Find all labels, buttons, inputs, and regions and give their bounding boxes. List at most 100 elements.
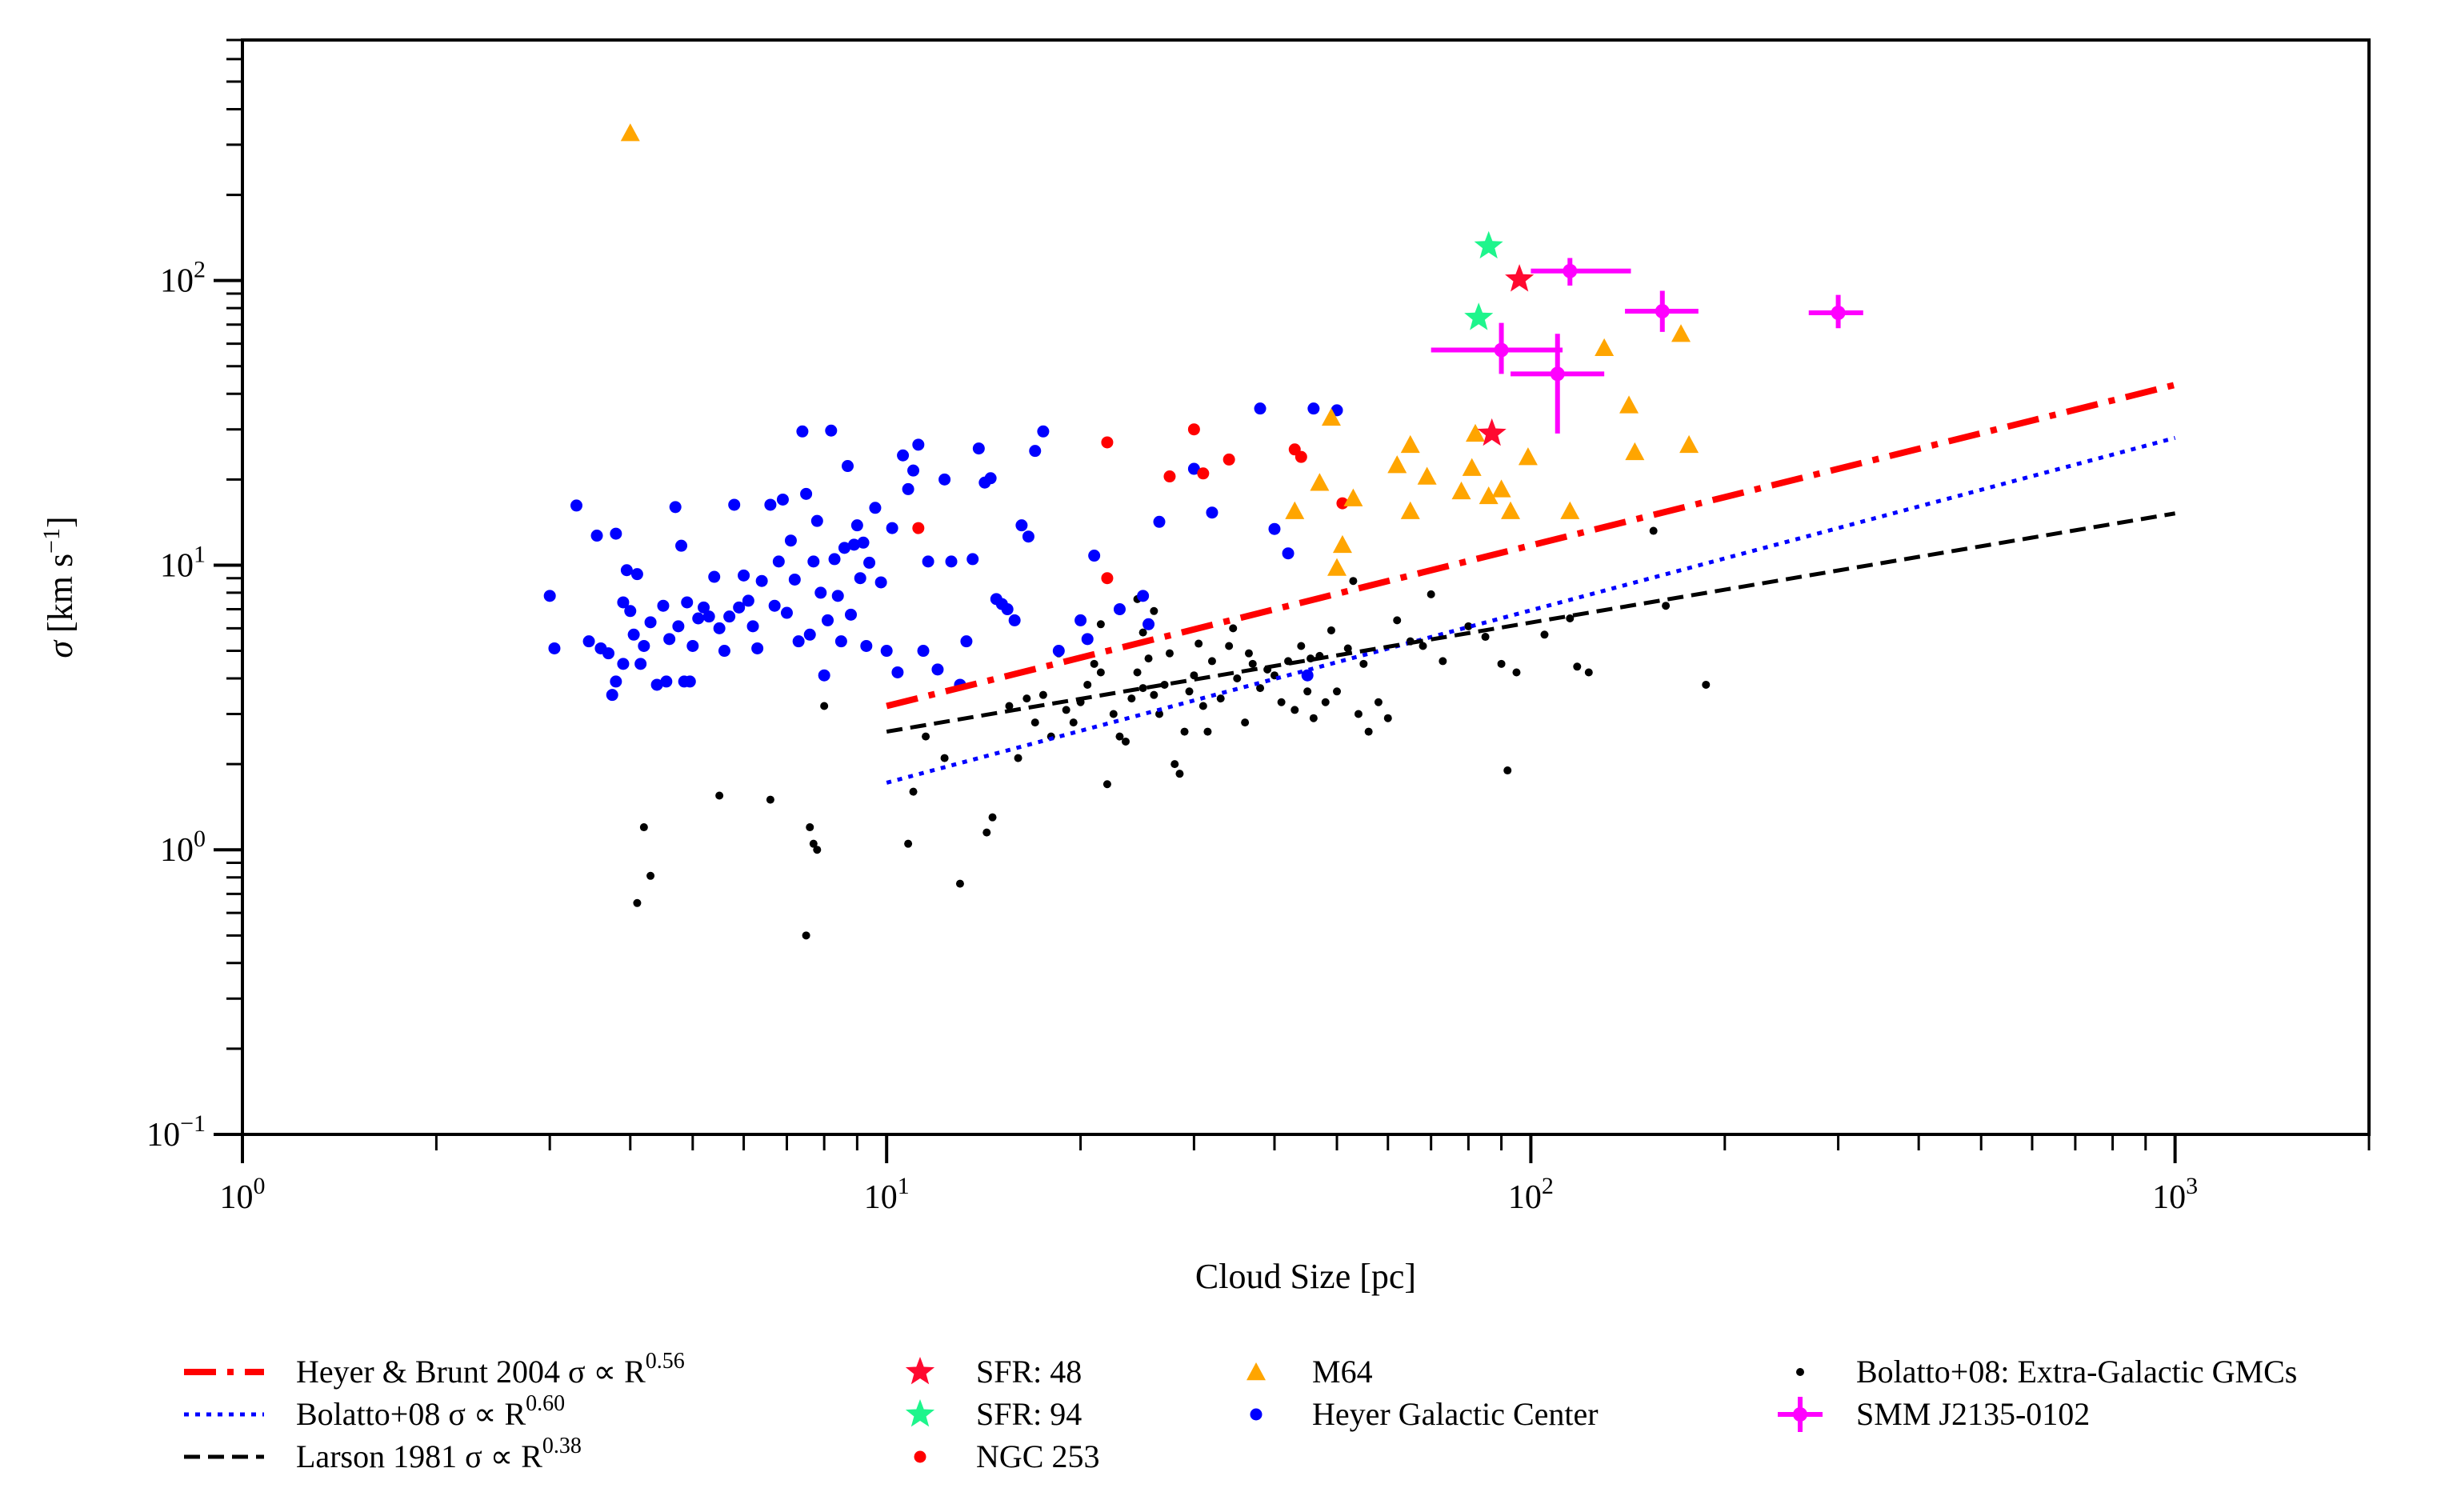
point-bolatto_gmc <box>1233 674 1242 683</box>
point-heyer_gc <box>931 663 944 676</box>
point-heyer_gc <box>796 425 809 438</box>
point-smm <box>1563 263 1578 278</box>
point-heyer_gc <box>610 675 622 688</box>
point-heyer_gc <box>922 555 934 568</box>
point-heyer_gc <box>772 555 785 568</box>
point-bolatto_gmc <box>1207 657 1216 666</box>
point-m64 <box>620 123 640 142</box>
point-heyer_gc <box>723 610 736 623</box>
point-heyer_gc <box>1268 522 1281 535</box>
point-heyer_gc <box>650 678 663 691</box>
point-bolatto_gmc <box>988 813 997 822</box>
legend-label-exp: 0.56 <box>646 1349 685 1374</box>
point-heyer_gc <box>733 601 746 614</box>
point-m64 <box>1310 473 1330 491</box>
point-bolatto_gmc <box>1427 590 1435 598</box>
point-heyer_gc <box>1187 462 1200 475</box>
point-sfr94 <box>1464 302 1494 330</box>
point-bolatto_gmc <box>766 795 774 804</box>
point-bolatto_gmc <box>1144 654 1153 663</box>
point-bolatto_gmc <box>1216 694 1225 703</box>
point-heyer_gc <box>984 472 997 485</box>
point-bolatto_gmc <box>1584 668 1593 677</box>
point-bolatto_gmc <box>1343 644 1352 653</box>
legend-label-text: Bolatto+08 σ ∝ R <box>296 1396 526 1432</box>
point-heyer_gc <box>822 614 834 626</box>
point-heyer_gc <box>617 596 630 609</box>
y-tick-exp: −1 <box>180 1110 206 1137</box>
point-heyer_gc <box>634 658 647 670</box>
point-bolatto_gmc <box>1309 714 1318 722</box>
point-heyer_gc <box>702 610 715 623</box>
x-tick-label: 101 <box>864 1173 910 1216</box>
legend-label-sfr94: SFR: 94 <box>976 1396 1082 1432</box>
point-bolatto_gmc <box>1327 626 1335 634</box>
point-bolatto_gmc <box>646 871 655 880</box>
point-bolatto_gmc <box>1005 702 1014 710</box>
point-heyer_gc <box>807 555 820 568</box>
point-bolatto_gmc <box>1464 622 1473 630</box>
point-heyer_gc <box>945 555 958 568</box>
y-axis-units: [km s <box>41 554 80 633</box>
point-heyer_gc <box>776 493 789 506</box>
point-heyer_gc <box>1307 402 1320 415</box>
point-ngc253 <box>1163 470 1176 483</box>
point-smm <box>1494 342 1509 358</box>
point-bolatto_gmc <box>1115 732 1124 741</box>
point-ngc253 <box>1101 572 1114 585</box>
point-bolatto_gmc <box>820 702 829 710</box>
point-heyer_gc <box>784 534 797 547</box>
point-m64 <box>1518 447 1538 466</box>
point-bolatto_gmc <box>1109 710 1118 718</box>
point-bolatto_gmc <box>1014 754 1022 762</box>
point-heyer_gc <box>660 675 673 688</box>
point-heyer_gc <box>1113 603 1126 616</box>
point-m64 <box>1491 479 1511 498</box>
point-m64 <box>1387 455 1407 474</box>
point-bolatto_gmc <box>1244 649 1253 658</box>
point-sfr48 <box>1505 264 1535 292</box>
legend-marker-bolatto_gmc <box>1796 1368 1804 1376</box>
x-tick-label: 102 <box>1508 1173 1554 1216</box>
point-bolatto_gmc <box>1127 694 1136 703</box>
point-bolatto_gmc <box>1497 659 1506 668</box>
point-heyer_gc <box>897 449 910 462</box>
point-heyer_gc <box>764 498 777 511</box>
point-heyer_gc <box>1088 550 1101 562</box>
x-tick-label: 100 <box>220 1173 266 1216</box>
point-bolatto_gmc <box>1203 727 1212 736</box>
point-heyer_gc <box>912 438 925 451</box>
point-heyer_gc <box>630 568 643 581</box>
point-heyer_gc <box>1142 618 1155 630</box>
x-tick-base: 10 <box>2152 1179 2186 1216</box>
point-heyer_gc <box>1153 515 1166 528</box>
point-m64 <box>1400 501 1420 519</box>
point-bolatto_gmc <box>1030 718 1039 727</box>
point-heyer_gc <box>644 616 657 629</box>
point-heyer_gc <box>1137 590 1150 602</box>
point-heyer_gc <box>1037 425 1050 438</box>
y-tick-label: 10−1 <box>146 1110 206 1154</box>
point-heyer_gc <box>1029 445 1042 458</box>
point-bolatto_gmc <box>1138 628 1147 637</box>
point-bolatto_gmc <box>715 791 724 800</box>
legend-label-exp: 0.60 <box>526 1391 565 1416</box>
point-heyer_gc <box>1254 402 1267 415</box>
point-heyer_gc <box>1081 633 1094 646</box>
point-heyer_gc <box>1206 506 1218 519</box>
point-bolatto_gmc <box>1419 642 1427 650</box>
point-bolatto_gmc <box>922 732 930 741</box>
point-heyer_gc <box>582 635 595 648</box>
point-bolatto_gmc <box>1185 687 1194 696</box>
y-tick-base: 10 <box>160 832 194 869</box>
point-heyer_gc <box>850 519 863 532</box>
point-heyer_gc <box>907 464 920 477</box>
point-heyer_gc <box>686 639 699 652</box>
point-heyer_gc <box>902 482 914 495</box>
point-ngc253 <box>1222 453 1235 466</box>
legend-marker-ngc253 <box>914 1450 926 1463</box>
point-m64 <box>1671 324 1691 342</box>
point-heyer_gc <box>602 647 615 660</box>
